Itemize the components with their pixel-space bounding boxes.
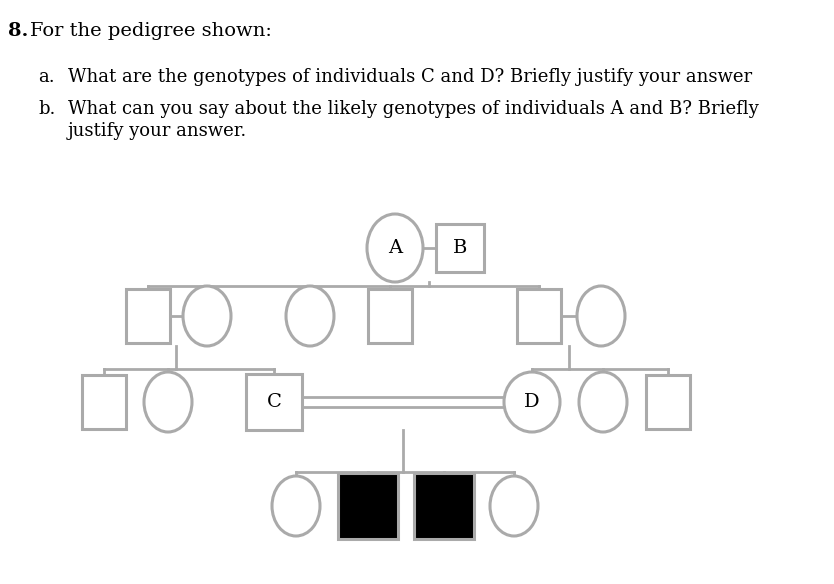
Ellipse shape	[183, 286, 231, 346]
Text: 8.: 8.	[8, 22, 28, 40]
Ellipse shape	[577, 286, 625, 346]
Bar	[126, 289, 170, 343]
Bar	[338, 473, 398, 539]
Text: What are the genotypes of individuals C and D? Briefly justify your answer: What are the genotypes of individuals C …	[68, 68, 752, 86]
Ellipse shape	[504, 372, 560, 432]
Bar	[82, 375, 126, 429]
Text: For the pedigree shown:: For the pedigree shown:	[30, 22, 272, 40]
Ellipse shape	[367, 214, 423, 282]
Text: a.: a.	[38, 68, 54, 86]
Bar	[646, 375, 690, 429]
Text: A: A	[388, 239, 402, 257]
Bar	[368, 289, 412, 343]
Bar	[517, 289, 561, 343]
Ellipse shape	[490, 476, 538, 536]
Ellipse shape	[272, 476, 320, 536]
Text: B: B	[453, 239, 467, 257]
Text: justify your answer.: justify your answer.	[68, 122, 247, 140]
Bar	[246, 374, 302, 430]
Ellipse shape	[579, 372, 627, 432]
Ellipse shape	[286, 286, 334, 346]
Text: D: D	[525, 393, 540, 411]
Bar	[436, 224, 484, 272]
Text: C: C	[267, 393, 281, 411]
Text: b.: b.	[38, 100, 55, 118]
Text: What can you say about the likely genotypes of individuals A and B? Briefly: What can you say about the likely genoty…	[68, 100, 759, 118]
Bar	[414, 473, 474, 539]
Ellipse shape	[144, 372, 192, 432]
